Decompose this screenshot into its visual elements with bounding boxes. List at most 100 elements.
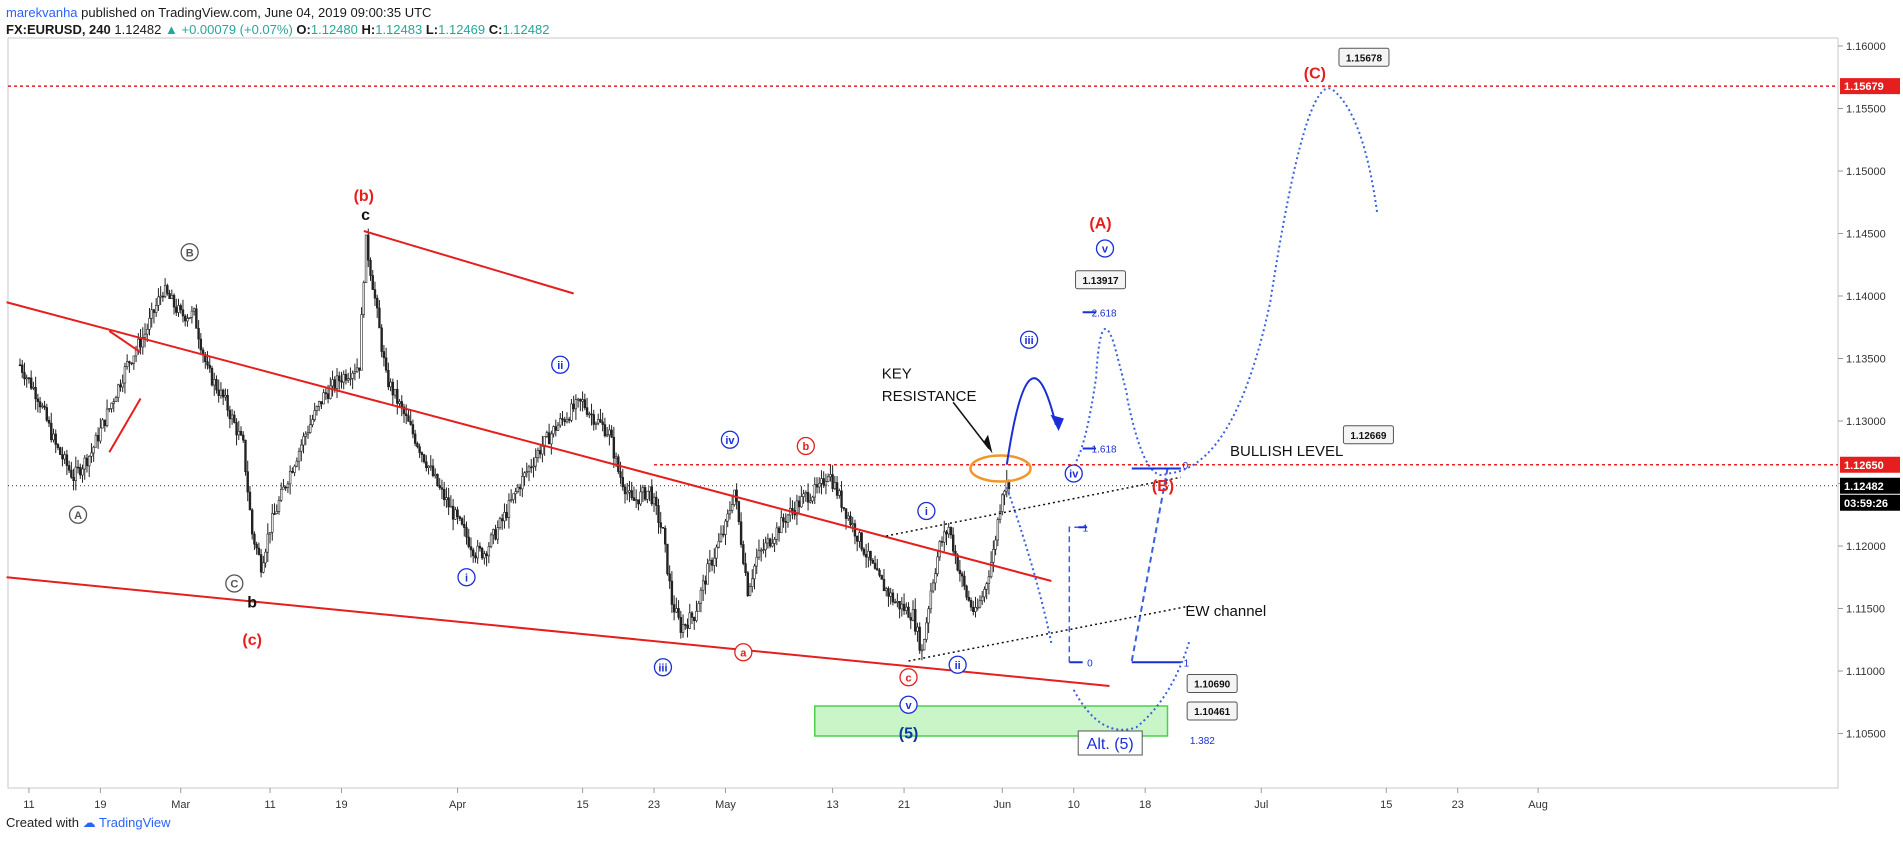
candle-body xyxy=(619,471,622,478)
alt-path-up xyxy=(1130,468,1169,662)
candle-body xyxy=(476,545,479,559)
candle-body xyxy=(1003,490,1006,496)
candle-body xyxy=(271,513,274,533)
candle-body xyxy=(530,466,533,469)
candle-body xyxy=(235,422,238,436)
candle-body xyxy=(320,401,323,405)
x-tick-label: 10 xyxy=(1068,799,1080,811)
candle-body xyxy=(170,295,174,300)
candle-body xyxy=(159,295,162,298)
candle-body xyxy=(72,476,75,481)
candle-body xyxy=(574,399,578,410)
x-tick-label: Apr xyxy=(449,799,466,811)
candle-body xyxy=(565,418,569,423)
candle-body xyxy=(590,413,593,416)
candle-body xyxy=(45,407,48,421)
candle-body xyxy=(960,573,964,577)
fib-label: 2.618 xyxy=(1092,308,1117,319)
candle-body xyxy=(396,388,399,404)
wave-label: iv xyxy=(1069,469,1079,481)
candle-body xyxy=(914,609,917,632)
candle-body xyxy=(273,513,276,515)
candle-body xyxy=(880,575,883,580)
candle-body xyxy=(503,512,506,522)
candle-body xyxy=(693,617,696,621)
candle-body xyxy=(556,424,560,431)
candle-body xyxy=(487,546,491,557)
x-tick-label: 19 xyxy=(94,799,106,811)
candle-body xyxy=(802,493,805,497)
candle-body xyxy=(791,507,794,511)
candle-body xyxy=(759,549,763,552)
candle-body xyxy=(132,355,136,364)
candle-body xyxy=(112,401,115,404)
candle-body xyxy=(748,586,752,596)
candle-body xyxy=(338,375,341,382)
x-tick-label: 11 xyxy=(264,799,275,811)
candle-body xyxy=(972,606,975,612)
candle-body xyxy=(657,505,660,523)
candle-body xyxy=(632,497,636,501)
candle-body xyxy=(67,465,71,471)
candle-body xyxy=(704,580,707,585)
candle-body xyxy=(818,483,821,488)
candle-body xyxy=(402,406,406,415)
candle-body xyxy=(380,327,383,352)
candle-body xyxy=(601,421,604,425)
candle-body xyxy=(313,410,316,420)
wave-label: i xyxy=(925,506,928,518)
tradingview-link[interactable]: TradingView xyxy=(99,815,171,830)
x-tick-label: Mar xyxy=(171,799,190,811)
candle-body xyxy=(427,465,430,469)
wave-label: b xyxy=(802,441,809,453)
candle-body xyxy=(938,541,941,558)
candle-body xyxy=(335,375,339,389)
candle-body xyxy=(324,392,328,395)
candle-body xyxy=(228,409,232,420)
candle-body xyxy=(331,379,334,387)
candle-body xyxy=(719,533,723,542)
price-level-badge xyxy=(1840,477,1900,494)
candle-body xyxy=(349,378,352,380)
low-value: 1.12469 xyxy=(438,22,486,37)
plot-area[interactable] xyxy=(7,37,1839,789)
candle-body xyxy=(364,234,368,283)
candle-body xyxy=(344,374,348,381)
candle-body xyxy=(871,559,875,564)
candle-body xyxy=(527,466,531,473)
open-value: 1.12480 xyxy=(310,22,358,37)
x-tick-label: Aug xyxy=(1528,799,1548,811)
candle-body xyxy=(333,379,336,389)
candle-body xyxy=(853,523,857,537)
high-value: 1.12483 xyxy=(375,22,423,37)
x-tick-label: 13 xyxy=(827,799,839,811)
wave-label: C xyxy=(230,579,238,591)
candle-body xyxy=(288,470,292,485)
candle-body xyxy=(266,533,270,553)
candle-body xyxy=(655,496,658,506)
price-callout-text: 1.10690 xyxy=(1194,680,1231,691)
candle-body xyxy=(797,500,801,508)
candle-body xyxy=(248,491,252,511)
candle-body xyxy=(885,588,888,592)
wedge-lower-trendline xyxy=(6,576,1110,687)
candle-body xyxy=(139,338,142,348)
candle-body xyxy=(1001,494,1004,512)
candle-body xyxy=(864,554,868,558)
candle-body xyxy=(179,305,182,311)
candle-body xyxy=(922,639,926,651)
candle-body xyxy=(882,579,886,592)
candle-body xyxy=(317,401,321,407)
candle-body xyxy=(976,606,979,609)
candle-body xyxy=(47,419,51,424)
author-link[interactable]: marekvanha xyxy=(6,5,78,20)
candle-body xyxy=(61,454,64,460)
candle-body xyxy=(681,624,685,633)
candle-body xyxy=(630,490,633,498)
candle-body xyxy=(940,541,944,543)
candle-body xyxy=(340,380,343,383)
candle-body xyxy=(192,308,196,312)
candle-body xyxy=(65,454,69,466)
candle-body xyxy=(474,555,477,559)
